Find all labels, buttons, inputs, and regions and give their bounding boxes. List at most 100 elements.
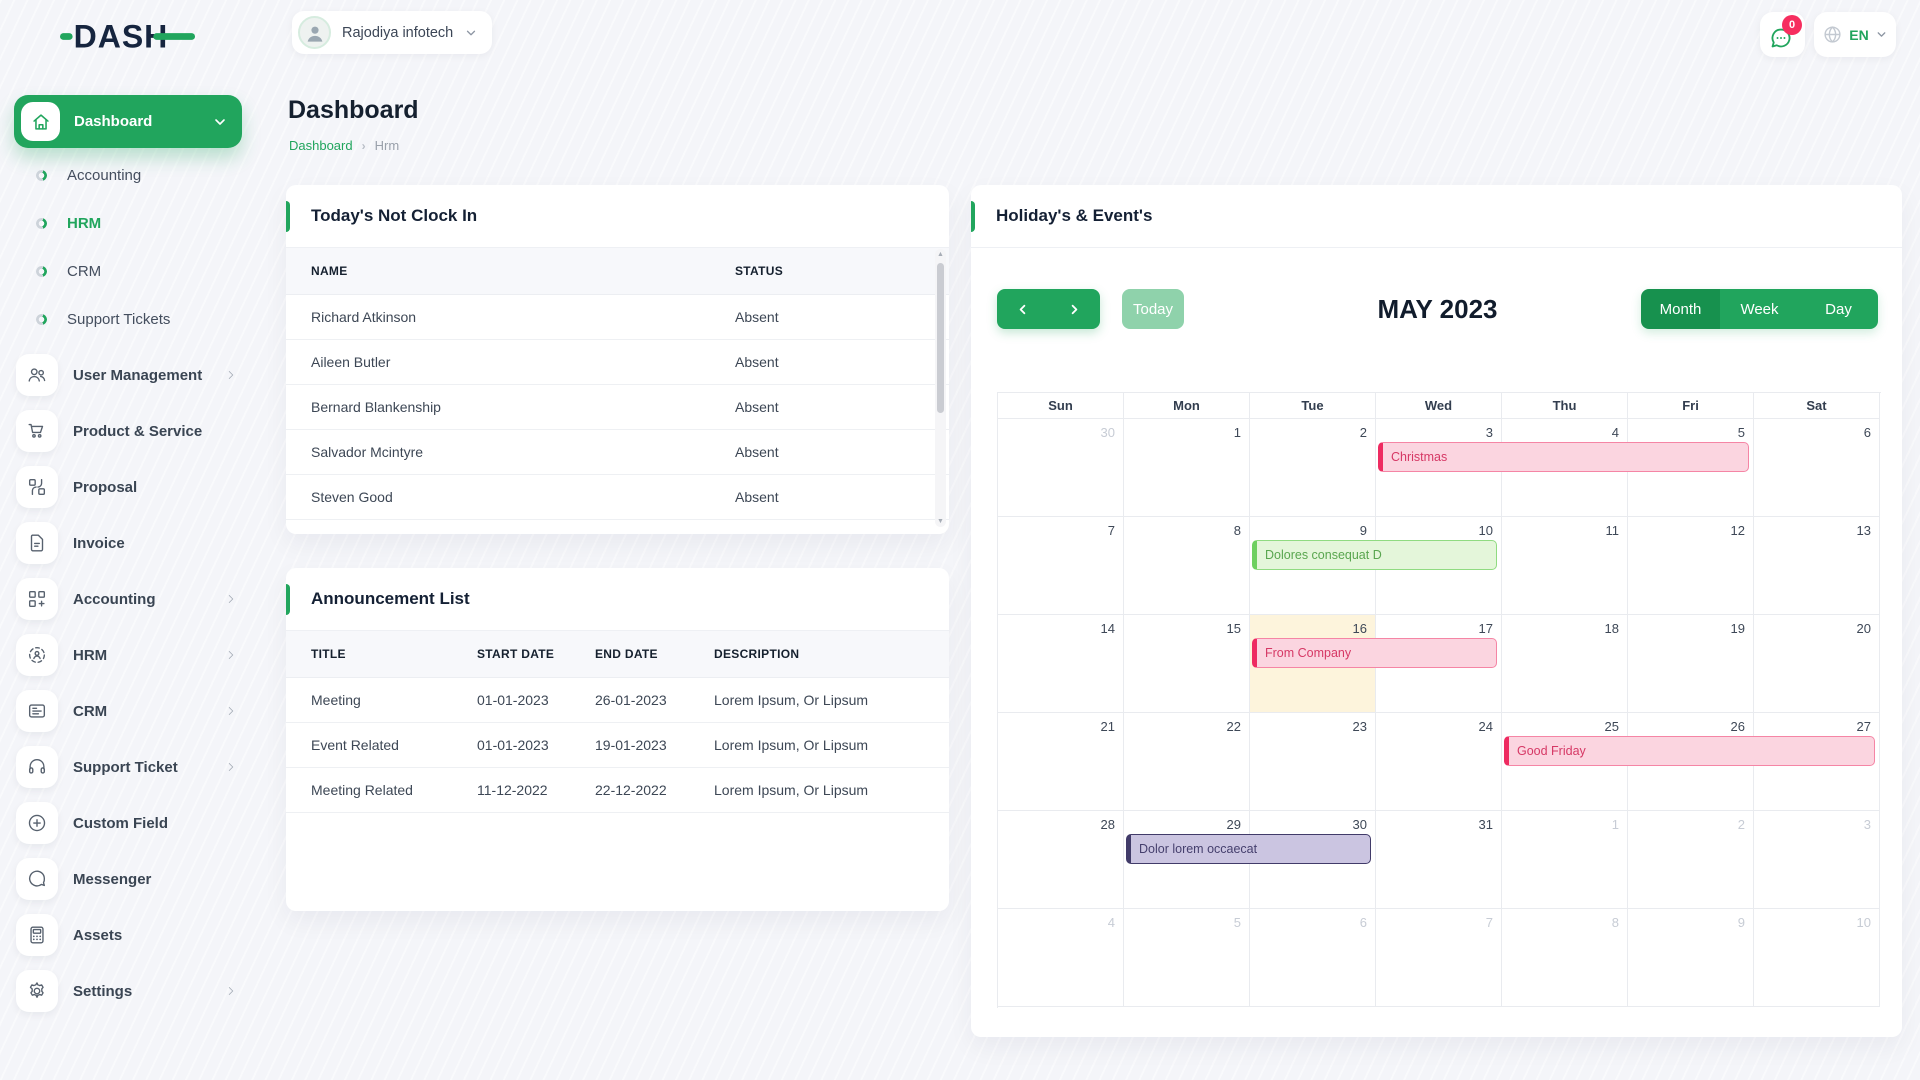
calendar-day-cell[interactable]: 27 — [1754, 713, 1880, 811]
sidebar-item-settings[interactable]: Settings — [0, 963, 264, 1019]
calendar-day-cell[interactable]: 5 — [1124, 909, 1250, 1007]
calendar-day-cell[interactable]: 5 — [1628, 419, 1754, 517]
calendar-day-cell[interactable]: 21 — [998, 713, 1124, 811]
sidebar-item-label: Settings — [73, 982, 133, 1000]
sidebar-subitem-label: Accounting — [67, 166, 142, 184]
day-number: 1 — [1611, 817, 1619, 832]
calendar-day-cell[interactable]: 1 — [1124, 419, 1250, 517]
calendar-event-christmas[interactable]: Christmas — [1378, 442, 1749, 472]
sidebar-subitem-support-tickets[interactable]: Support Tickets — [0, 295, 264, 343]
sidebar-item-messenger[interactable]: Messenger — [0, 851, 264, 907]
sidebar-item-user-management[interactable]: User Management — [0, 347, 264, 403]
calendar-day-cell[interactable]: 20 — [1754, 615, 1880, 713]
calendar-day-cell[interactable]: 10 — [1754, 909, 1880, 1007]
calendar-day-cell[interactable]: 12 — [1628, 517, 1754, 615]
day-number: 15 — [1226, 621, 1241, 636]
next-month-button[interactable] — [1049, 289, 1101, 329]
table-cell: Lorem Ipsum, Or Lipsum — [714, 782, 869, 798]
plus-circle-icon — [16, 802, 58, 844]
card-accent-bar — [286, 201, 290, 232]
table-row: Salvador Mcintyre Absent — [286, 430, 949, 475]
table-cell: Lorem Ipsum, Or Lipsum — [714, 737, 869, 753]
sidebar-item-dashboard[interactable]: Dashboard — [14, 95, 242, 148]
calendar-day-cell[interactable]: 2 — [1628, 811, 1754, 909]
calendar-day-cell[interactable]: 8 — [1502, 909, 1628, 1007]
sidebar-item-crm[interactable]: CRM — [0, 683, 264, 739]
calendar-day-cell[interactable]: 23 — [1250, 713, 1376, 811]
calendar-day-cell[interactable]: 7 — [998, 517, 1124, 615]
calendar-day-cell[interactable]: 10 — [1376, 517, 1502, 615]
sidebar-item-label: Dashboard — [74, 113, 153, 130]
sidebar-subitem-hrm[interactable]: HRM — [0, 199, 264, 247]
home-icon — [21, 102, 60, 141]
language-selector[interactable]: EN — [1814, 12, 1896, 57]
calendar-day-cell[interactable]: 18 — [1502, 615, 1628, 713]
table-row: Meeting Related 11-12-2022 22-12-2022 Lorem… — [286, 768, 949, 813]
scrollbar-thumb[interactable] — [937, 263, 944, 413]
calendar-day-cell[interactable]: 17 — [1376, 615, 1502, 713]
view-button-week[interactable]: Week — [1720, 289, 1799, 329]
calendar-event-dolor-lorem-occaecat[interactable]: Dolor lorem occaecat — [1126, 834, 1371, 864]
sidebar-subitem-label: HRM — [67, 214, 102, 232]
calendar-day-cell[interactable]: 14 — [998, 615, 1124, 713]
chevron-right-icon — [224, 648, 238, 662]
sidebar-item-accounting[interactable]: Accounting — [0, 571, 264, 627]
calendar-day-cell[interactable]: 6 — [1250, 909, 1376, 1007]
calendar-day-cell[interactable]: 4 — [998, 909, 1124, 1007]
calendar-day-cell[interactable]: 6 — [1754, 419, 1880, 517]
circle-progress-icon — [36, 265, 47, 277]
calendar-day-cell[interactable]: 1 — [1502, 811, 1628, 909]
sidebar-item-hrm[interactable]: HRM — [0, 627, 264, 683]
calendar-day-cell[interactable]: 31 — [1376, 811, 1502, 909]
calendar-day-cell[interactable]: 15 — [1124, 615, 1250, 713]
calendar-day-cell[interactable]: 13 — [1754, 517, 1880, 615]
sidebar-item-invoice[interactable]: Invoice — [0, 515, 264, 571]
chevron-down-icon — [1875, 28, 1888, 41]
day-header: Tue — [1250, 393, 1376, 419]
calendar-day-cell[interactable]: 11 — [1502, 517, 1628, 615]
company-selector[interactable]: Rajodiya infotech — [292, 11, 493, 54]
calendar-day-cell[interactable]: 2 — [1250, 419, 1376, 517]
sidebar-item-label: User Management — [73, 366, 203, 384]
view-button-day[interactable]: Day — [1799, 289, 1878, 329]
sidebar-item-custom-field[interactable]: Custom Field — [0, 795, 264, 851]
day-number: 16 — [1352, 621, 1367, 636]
day-number: 3 — [1485, 425, 1493, 440]
table-row: Meeting 01-01-2023 26-01-2023 Lorem Ipsum, … — [286, 678, 949, 723]
sidebar-item-proposal[interactable]: Proposal — [0, 459, 264, 515]
scroll-up-arrow[interactable]: ▲ — [937, 251, 944, 258]
sidebar-subitem-accounting[interactable]: Accounting — [0, 151, 264, 199]
calendar-day-cell[interactable]: 19 — [1628, 615, 1754, 713]
calendar-event-dolores-consequat-d[interactable]: Dolores consequat D — [1252, 540, 1497, 570]
calendar-day-cell[interactable]: 24 — [1376, 713, 1502, 811]
calendar-day-cell[interactable]: 9 — [1628, 909, 1754, 1007]
calendar-day-cell[interactable]: 30 — [1250, 811, 1376, 909]
logo-dash-left — [60, 33, 73, 40]
sidebar-item-assets[interactable]: Assets — [0, 907, 264, 963]
sidebar-item-product-service[interactable]: Product & Service — [0, 403, 264, 459]
circle-progress-icon — [36, 169, 47, 181]
day-number: 26 — [1730, 719, 1745, 734]
calendar-day-cell[interactable]: 7 — [1376, 909, 1502, 1007]
calendar-event-good-friday[interactable]: Good Friday — [1504, 736, 1875, 766]
calendar-day-cell[interactable]: 8 — [1124, 517, 1250, 615]
calendar-event-from-company[interactable]: From Company — [1252, 638, 1497, 668]
user-avatar — [298, 16, 331, 49]
calendar-day-cell[interactable]: 22 — [1124, 713, 1250, 811]
scroll-down-arrow[interactable]: ▼ — [937, 518, 944, 525]
calendar-day-cell[interactable]: 30 — [998, 419, 1124, 517]
prev-month-button[interactable] — [997, 289, 1049, 329]
view-button-month[interactable]: Month — [1641, 289, 1720, 329]
sidebar-item-support-ticket[interactable]: Support Ticket — [0, 739, 264, 795]
day-number: 5 — [1737, 425, 1745, 440]
table-header-row: TITLE START DATE END DATE DESCRIPTION — [286, 631, 949, 678]
sidebar-subitem-crm[interactable]: CRM — [0, 247, 264, 295]
today-button[interactable]: Today — [1122, 289, 1184, 329]
calendar-view-switcher: Month Week Day — [1641, 289, 1878, 329]
calendar-day-cell[interactable]: 28 — [998, 811, 1124, 909]
notifications-button[interactable]: 0 — [1760, 12, 1805, 57]
breadcrumb-home-link[interactable]: Dashboard — [289, 138, 353, 153]
logo-dash-right — [153, 33, 196, 40]
calendar-day-cell[interactable]: 3 — [1754, 811, 1880, 909]
scrollbar[interactable]: ▲ ▼ — [935, 249, 946, 527]
